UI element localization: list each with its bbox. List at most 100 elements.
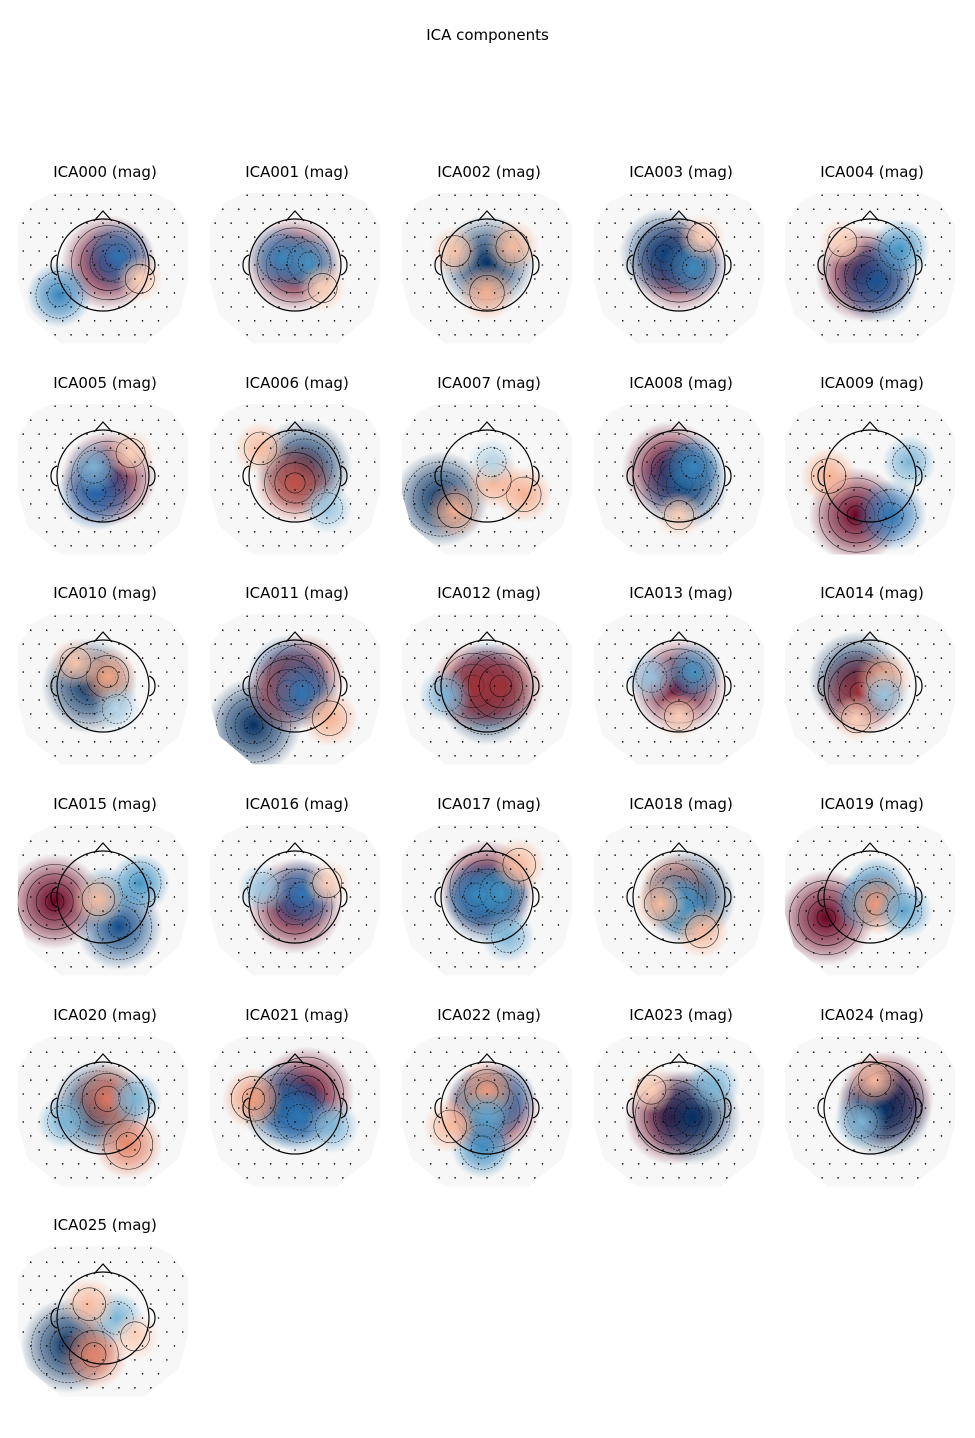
sensor-dot [924,1135,927,1137]
sensor-dot [742,1065,744,1067]
sensor-dot [365,419,368,421]
sensor-dot [717,264,720,266]
sensor-dot [374,278,376,280]
sensor-dot [653,1051,656,1053]
sensor-dot [333,1135,336,1137]
sensor-dot [301,924,304,926]
sensor-dot [630,222,632,224]
sensor-dot [317,503,320,505]
sensor-dot [61,475,64,477]
topomap-field [401,404,573,555]
sensor-dot [821,461,823,463]
contour-line [696,1068,731,1102]
contour-line [489,674,512,698]
sensor-dot [269,1163,272,1165]
component-title: ICA023 (mag) [629,1006,733,1024]
sensor-dot [317,896,320,898]
sensor-dot [182,1121,184,1123]
sensor-dot [733,503,736,505]
sensor-dot [342,306,344,308]
sensor-dot [534,854,536,856]
topomap-panel: ICA009 (mag) [782,374,962,579]
sensor-dot [486,1037,488,1039]
sensor-dot [901,222,903,224]
sensor-dot [269,475,272,477]
sensor-dot [637,447,640,449]
sensor-dot [77,1135,80,1137]
sensor-dot [166,1149,168,1151]
sensor-dot [694,615,696,617]
sensor-dot [662,826,664,828]
sensor-dot [917,1149,919,1151]
topomap [401,404,573,555]
sensor-dot [461,475,464,477]
sensor-dot [653,292,656,294]
sensor-dot [669,1079,672,1081]
sensor-dot [326,854,328,856]
sensor-dot [454,854,456,856]
sensor-dot [246,1121,248,1123]
topomap-field [401,825,573,976]
sensor-dot [518,755,520,757]
topomap-panel: ICA007 (mag) [399,374,579,579]
sensor-dot [646,699,648,701]
sensor-dot [828,320,831,322]
sensor-dot [182,882,184,884]
sensor-dot [885,461,887,463]
sensor-dot [733,685,736,687]
sensor-dot [285,236,288,238]
sensor-dot [758,699,760,701]
sensor-dot [749,1135,752,1137]
sensor-dot [742,938,744,940]
sensor-dot [77,292,80,294]
sensor-dot [901,938,903,940]
sensor-dot [173,1345,176,1347]
sensor-dot [662,461,664,463]
sensor-dot [237,1107,240,1109]
sensor-dot [301,868,304,870]
sensor-dot [222,1107,224,1109]
sensor-dot [885,882,887,884]
sensor-dot [30,1345,32,1347]
sensor-dot [694,405,696,407]
contour-line [673,1098,712,1137]
sensor-dot [414,447,416,449]
topomap [784,825,956,976]
field-blob [71,872,126,927]
sensor-dot [606,896,608,898]
sensor-dot [477,236,480,238]
head-outline [434,1053,540,1155]
sensor-dot [828,264,831,266]
sensor-dot [30,629,32,631]
sensor-dot [733,1135,736,1137]
sensor-dot [470,938,472,940]
sensor-dot [253,1107,256,1109]
sensor-dot [933,699,935,701]
component-title: ICA024 (mag) [820,1006,924,1024]
sensor-dot [885,334,887,336]
sensor-dot [917,1065,919,1067]
sensor-dot [374,1065,376,1067]
sensor-dot [821,1093,823,1095]
sensor-dot [821,966,823,968]
field-blob [237,862,289,914]
sensor-dot [908,741,911,743]
sensor-dot [630,854,632,856]
sensor-dot [749,924,752,926]
sensor-dot [285,208,288,210]
sensor-dot [342,938,344,940]
sensor-dot [86,938,88,940]
sensor-dot [38,1149,40,1151]
sensor-dot [438,615,440,617]
sensor-dot [924,924,927,926]
sensor-dot [892,1163,895,1165]
sensor-dot [933,461,935,463]
sensor-dot [253,657,256,659]
sensor-dot [869,461,871,463]
sensor-dot [262,433,264,435]
sensor-dot [653,320,656,322]
sensor-dot [637,713,640,715]
sensor-dot [333,419,336,421]
topomap-field [593,1036,765,1187]
topomap-panel: ICA021 (mag) [207,1006,387,1211]
